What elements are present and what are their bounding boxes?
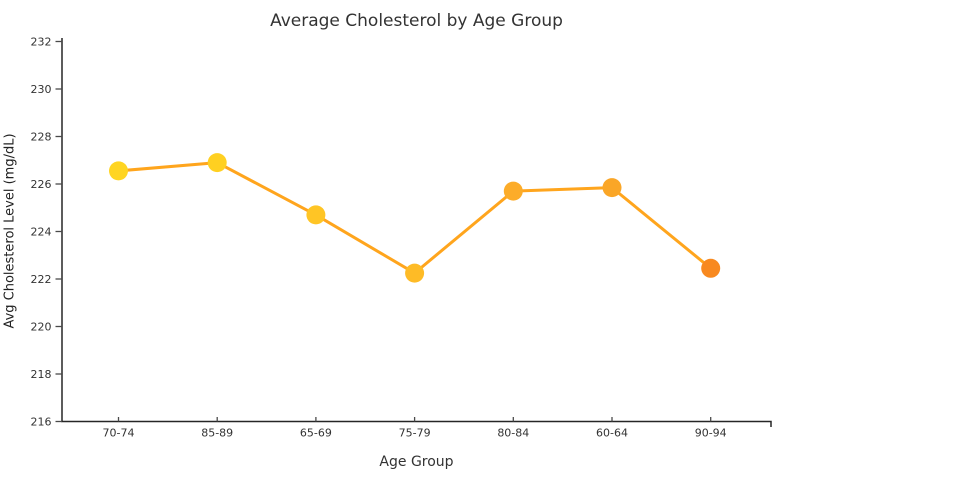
- data-point-85-89[interactable]: [207, 153, 227, 173]
- y-tick-label: 224: [31, 225, 52, 238]
- data-point-65-69[interactable]: [306, 205, 326, 225]
- x-tick-label: 70-74: [103, 427, 135, 440]
- y-tick-label: 230: [31, 83, 52, 96]
- x-tick-label: 65-69: [300, 427, 332, 440]
- x-tick-label: 80-84: [497, 427, 529, 440]
- y-tick-label: 220: [31, 320, 52, 333]
- y-tick-label: 226: [31, 178, 52, 191]
- x-tick-label: 90-94: [695, 427, 727, 440]
- series-line: [118, 161, 712, 275]
- y-tick-label: 218: [31, 368, 52, 381]
- x-tick-label: 60-64: [596, 427, 628, 440]
- x-axis-title: Age Group: [379, 454, 454, 470]
- data-point-60-64[interactable]: [602, 178, 622, 198]
- chart-title: Average Cholesterol by Age Group: [270, 11, 563, 31]
- data-point-70-74[interactable]: [109, 161, 128, 181]
- y-tick-label: 228: [31, 130, 52, 143]
- data-point-75-79[interactable]: [405, 263, 425, 283]
- y-tick-label: 216: [31, 415, 52, 428]
- x-tick-label: 75-79: [399, 427, 431, 440]
- y-tick-label: 222: [31, 273, 52, 286]
- data-point-80-84[interactable]: [503, 181, 523, 201]
- y-axis-title: Avg Cholesterol Level (mg/dL): [2, 133, 18, 329]
- x-tick-label: 85-89: [201, 427, 233, 440]
- data-point-90-94[interactable]: [701, 258, 721, 278]
- axis-spine: [61, 38, 772, 427]
- y-tick-label: 232: [31, 35, 52, 48]
